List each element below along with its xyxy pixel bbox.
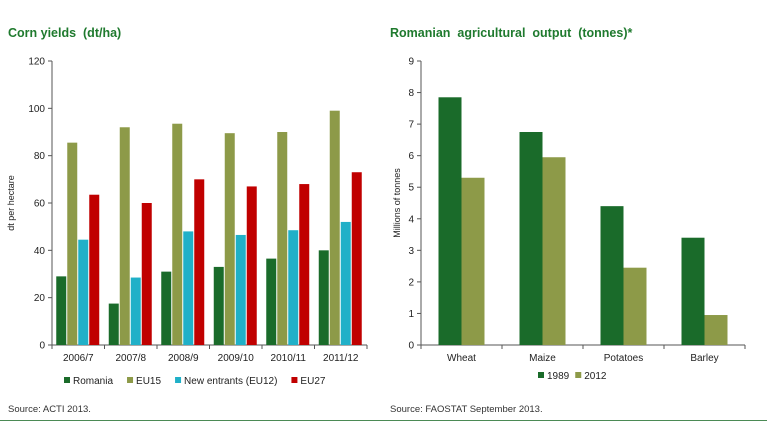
bar-2012-barley (704, 315, 728, 345)
y-tick-label: 4 (408, 214, 414, 225)
x-tick-label: Wheat (447, 353, 476, 364)
bar-eu15-2010-11 (277, 132, 288, 345)
legend-label-new-entrants-eu12: New entrants (EU12) (184, 376, 277, 387)
bar-new-entrants-eu12-2009-10 (235, 234, 246, 345)
y-tick-label: 20 (34, 293, 46, 304)
bar-romania-2008-9 (161, 271, 172, 345)
bar-new-entrants-eu12-2010-11 (288, 230, 299, 345)
bar-eu27-2006-7 (89, 194, 100, 345)
y-tick-label: 9 (408, 57, 414, 68)
bar-new-entrants-eu12-2008-9 (183, 231, 194, 345)
bar-romania-2006-7 (56, 276, 67, 345)
y-tick-label: 0 (408, 341, 414, 352)
bar-new-entrants-eu12-2011-12 (340, 221, 351, 345)
legend-swatch-eu15 (127, 377, 134, 383)
y-tick-label: 120 (28, 57, 45, 68)
bar-2012-maize (542, 157, 566, 345)
bar-eu15-2008-9 (172, 123, 183, 345)
bar-eu15-2006-7 (67, 142, 78, 345)
y-tick-label: 0 (39, 341, 45, 352)
x-tick-label: 2006/7 (63, 353, 94, 364)
x-tick-label: 2007/8 (115, 353, 146, 364)
bar-eu27-2007-8 (141, 203, 152, 345)
chart-title-corn-yields: Corn yields (dt/ha) (8, 26, 122, 40)
bar-new-entrants-eu12-2007-8 (130, 277, 141, 345)
x-tick-label: Potatoes (604, 353, 643, 364)
x-tick-label: 2010/11 (271, 353, 307, 364)
y-tick-label: 40 (34, 246, 46, 257)
y-tick-label: 1 (408, 309, 414, 320)
bar-eu15-2007-8 (119, 127, 130, 346)
legend-swatch-romania (64, 377, 70, 383)
bottom-divider (0, 420, 767, 421)
y-tick-label: 5 (408, 183, 414, 194)
bar-1989-wheat (438, 97, 462, 346)
legend-swatch-new-entrants-eu12 (175, 377, 182, 383)
legend-label-eu15: EU15 (136, 376, 161, 387)
y-tick-label: 100 (28, 104, 45, 115)
x-tick-label: 2009/10 (218, 353, 255, 364)
bar-1989-potatoes (600, 206, 624, 345)
bar-eu27-2008-9 (194, 179, 205, 345)
legend-swatch-1989 (538, 372, 544, 378)
source-note-faostat: Source: FAOSTAT September 2013. (390, 404, 543, 415)
y-tick-label: 60 (34, 199, 46, 210)
legend-label-eu27: EU27 (300, 376, 325, 387)
chart-title-agricultural-output: Romanian agricultural output (tonnes)* (390, 26, 633, 40)
legend-swatch-2012 (575, 372, 582, 378)
x-tick-label: Barley (690, 353, 718, 364)
bar-1989-maize (519, 132, 543, 345)
y-tick-label: 8 (408, 88, 414, 99)
bar-2012-wheat (461, 177, 485, 345)
bar-1989-barley (681, 237, 705, 345)
y-tick-label: 6 (408, 151, 414, 162)
bar-eu15-2011-12 (329, 110, 340, 345)
legend-label-1989: 1989 (547, 371, 570, 382)
bar-romania-2010-11 (266, 258, 277, 345)
y-tick-label: 7 (408, 120, 414, 131)
y-tick-label: 3 (408, 246, 414, 257)
bar-romania-2009-10 (213, 266, 224, 345)
y-tick-label: 80 (34, 151, 46, 162)
bar-new-entrants-eu12-2006-7 (78, 239, 89, 345)
x-tick-label: 2011/12 (323, 353, 359, 364)
bar-2012-potatoes (623, 267, 647, 345)
source-note-acti: Source: ACTI 2013. (8, 404, 91, 415)
legend-swatch-eu27 (291, 377, 298, 383)
bar-eu27-2011-12 (351, 172, 362, 345)
bar-romania-2007-8 (108, 303, 119, 345)
y-axis-label: Millions of tonnes (392, 168, 402, 238)
bar-eu15-2009-10 (224, 133, 235, 345)
bar-eu27-2009-10 (246, 186, 257, 345)
legend-label-romania: Romania (73, 376, 113, 387)
x-tick-label: 2008/9 (168, 353, 199, 364)
x-tick-label: Maize (529, 353, 556, 364)
y-tick-label: 2 (408, 277, 414, 288)
y-axis-label: dt per hectare (6, 175, 16, 231)
bar-eu27-2010-11 (299, 184, 310, 345)
bar-romania-2011-12 (318, 250, 329, 345)
legend-label-2012: 2012 (584, 371, 607, 382)
